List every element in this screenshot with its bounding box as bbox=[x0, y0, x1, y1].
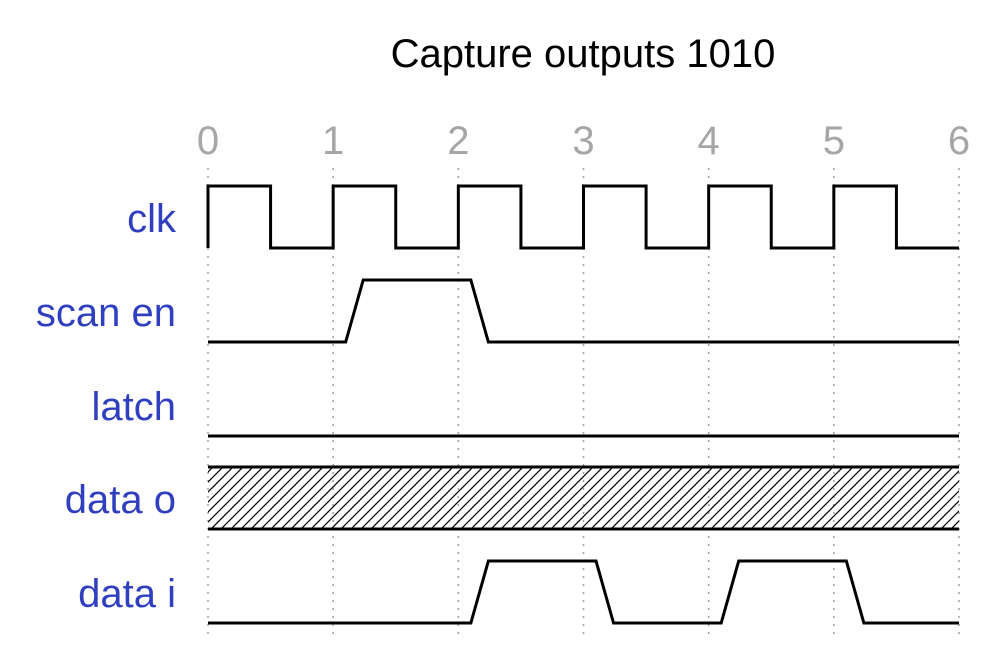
clk-waveform bbox=[206, 184, 959, 250]
signal-waveform bbox=[208, 559, 959, 625]
signal-label: latch bbox=[92, 385, 177, 429]
signal-label: data i bbox=[78, 572, 176, 616]
signal-label: scan en bbox=[36, 291, 176, 335]
time-tick-label: 1 bbox=[322, 119, 344, 163]
time-tick-label: 2 bbox=[447, 119, 469, 163]
time-tick-label: 6 bbox=[948, 119, 970, 163]
signal-waveform bbox=[208, 278, 959, 344]
signal-waveforms bbox=[206, 184, 959, 625]
time-tick-label: 0 bbox=[197, 119, 219, 163]
signal-labels: clk scan en latch data o data i bbox=[36, 197, 177, 616]
time-axis-ticks: 0 1 2 3 4 5 6 bbox=[197, 119, 970, 163]
time-tick-label: 5 bbox=[823, 119, 845, 163]
time-tick-label: 4 bbox=[698, 119, 720, 163]
signal-label: clk bbox=[127, 197, 177, 241]
diagram-title: Capture outputs 1010 bbox=[391, 32, 776, 76]
bus-hatch-fill bbox=[208, 467, 959, 529]
time-tick-label: 3 bbox=[572, 119, 594, 163]
signal-label: data o bbox=[65, 478, 176, 522]
